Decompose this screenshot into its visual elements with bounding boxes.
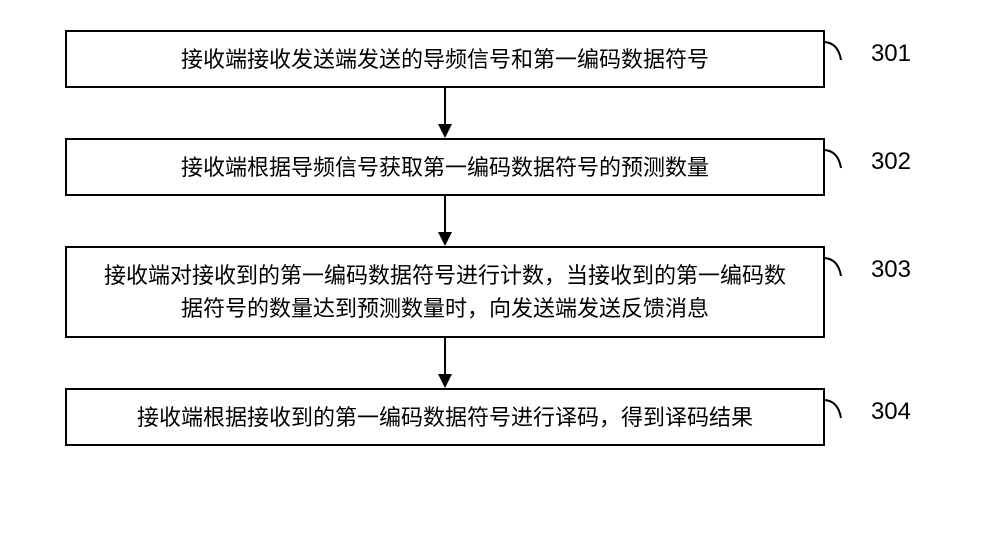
- node-text-2: 接收端根据导频信号获取第一编码数据符号的预测数量: [181, 151, 709, 184]
- node-text-1: 接收端接收发送端发送的导频信号和第一编码数据符号: [181, 43, 709, 76]
- arrow-1-2: [65, 88, 825, 138]
- flow-node-2: 接收端根据导频信号获取第一编码数据符号的预测数量 302: [65, 138, 825, 196]
- node-label-1: 301: [871, 40, 911, 68]
- label-curve-1: [823, 32, 853, 62]
- arrow-2-3: [65, 196, 825, 246]
- flow-node-1: 接收端接收发送端发送的导频信号和第一编码数据符号 301: [65, 30, 825, 88]
- arrow-3-4: [65, 338, 825, 388]
- node-label-3: 303: [871, 256, 911, 284]
- node-text-3: 接收端对接收到的第一编码数据符号进行计数，当接收到的第一编码数 据符号的数量达到…: [104, 259, 786, 325]
- flow-node-3: 接收端对接收到的第一编码数据符号进行计数，当接收到的第一编码数 据符号的数量达到…: [65, 246, 825, 338]
- flow-node-4: 接收端根据接收到的第一编码数据符号进行译码，得到译码结果 304: [65, 388, 825, 446]
- arrow-icon: [435, 338, 455, 388]
- label-curve-4: [823, 390, 853, 420]
- node-label-4: 304: [871, 398, 911, 426]
- label-curve-2: [823, 140, 853, 170]
- node-text-4: 接收端根据接收到的第一编码数据符号进行译码，得到译码结果: [137, 401, 753, 434]
- arrow-icon: [435, 196, 455, 246]
- node-label-2: 302: [871, 148, 911, 176]
- label-curve-3: [823, 248, 853, 278]
- flowchart-container: 接收端接收发送端发送的导频信号和第一编码数据符号 301 接收端根据导频信号获取…: [65, 30, 935, 446]
- arrow-icon: [435, 88, 455, 138]
